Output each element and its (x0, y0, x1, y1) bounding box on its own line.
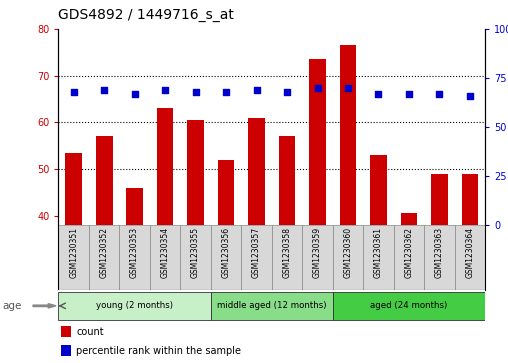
Point (192, 89, 200, 95)
Bar (363, 225, 394, 290)
Bar (431, 174, 448, 225)
Text: GSM1230358: GSM1230358 (282, 227, 292, 278)
Bar (187, 120, 204, 225)
Point (313, 85, 322, 91)
Text: count: count (76, 327, 104, 337)
Bar (333, 225, 363, 290)
Bar (309, 60, 326, 225)
Point (283, 89, 291, 95)
Bar (126, 188, 143, 225)
Text: GSM1230361: GSM1230361 (374, 227, 383, 278)
Bar (61, 326, 71, 337)
Text: GSM1230357: GSM1230357 (252, 227, 261, 278)
Bar (370, 155, 387, 225)
Point (344, 85, 352, 91)
Bar (339, 45, 356, 225)
Point (435, 91, 443, 97)
Point (161, 87, 169, 93)
Point (131, 91, 139, 97)
Point (222, 89, 230, 95)
Text: GSM1230364: GSM1230364 (465, 227, 474, 278)
Point (252, 87, 261, 93)
Bar (333, 292, 485, 320)
Text: age: age (3, 301, 22, 311)
Point (70, 89, 78, 95)
Bar (248, 118, 265, 225)
Bar (150, 225, 180, 290)
Bar (96, 136, 112, 225)
Bar (278, 136, 296, 225)
Bar (58, 292, 211, 320)
Text: percentile rank within the sample: percentile rank within the sample (76, 346, 241, 356)
Text: GSM1230354: GSM1230354 (161, 227, 170, 278)
Point (405, 91, 413, 97)
Bar (424, 225, 455, 290)
Text: GDS4892 / 1449716_s_at: GDS4892 / 1449716_s_at (58, 8, 234, 22)
Bar (58, 225, 89, 290)
Bar (217, 160, 234, 225)
Point (374, 91, 383, 97)
Bar (65, 153, 82, 225)
Text: GSM1230351: GSM1230351 (69, 227, 78, 278)
Bar (89, 225, 119, 290)
Text: GSM1230360: GSM1230360 (343, 227, 353, 278)
Text: aged (24 months): aged (24 months) (370, 301, 448, 310)
Text: middle aged (12 months): middle aged (12 months) (217, 301, 327, 310)
Text: GSM1230352: GSM1230352 (100, 227, 109, 278)
Bar (400, 213, 418, 225)
Bar (461, 174, 478, 225)
Bar (119, 225, 150, 290)
Bar (394, 225, 424, 290)
Text: young (2 months): young (2 months) (96, 301, 173, 310)
Bar (61, 345, 71, 356)
Text: GSM1230356: GSM1230356 (221, 227, 231, 278)
Text: GSM1230355: GSM1230355 (191, 227, 200, 278)
Bar (241, 225, 272, 290)
Bar (211, 225, 241, 290)
Bar (211, 292, 333, 320)
Bar (180, 225, 211, 290)
Bar (156, 109, 173, 225)
Text: GSM1230353: GSM1230353 (130, 227, 139, 278)
Text: GSM1230359: GSM1230359 (313, 227, 322, 278)
Bar (302, 225, 333, 290)
Text: GSM1230362: GSM1230362 (404, 227, 414, 278)
Text: GSM1230363: GSM1230363 (435, 227, 444, 278)
Point (466, 93, 474, 99)
Bar (455, 225, 485, 290)
Bar (272, 225, 302, 290)
Point (100, 87, 108, 93)
